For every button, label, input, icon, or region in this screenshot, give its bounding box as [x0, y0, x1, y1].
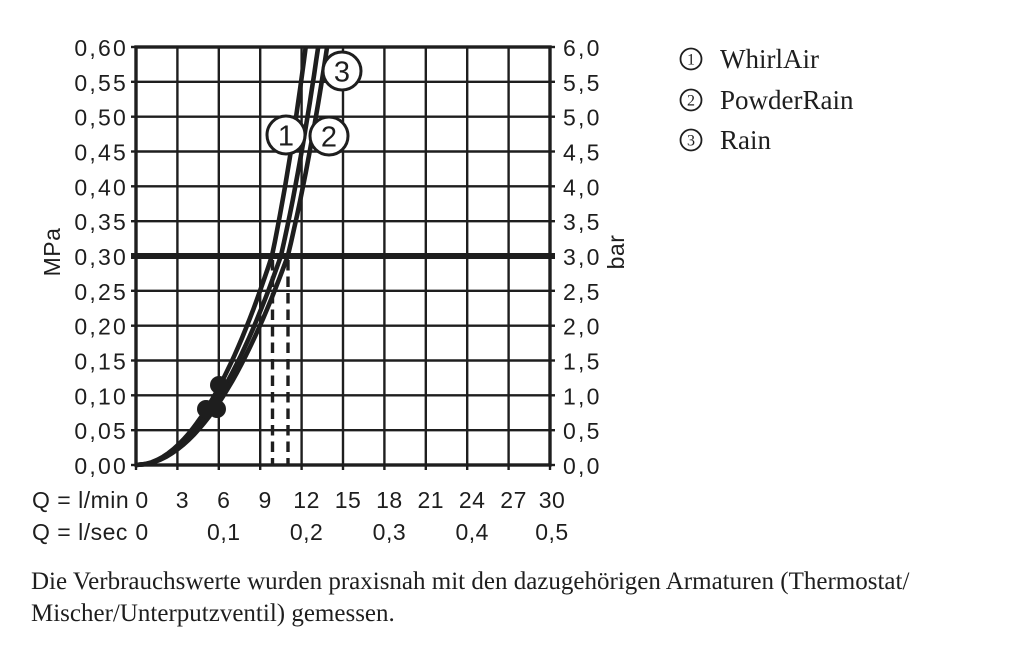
svg-text:0,05: 0,05	[74, 418, 128, 444]
svg-text:0,45: 0,45	[74, 140, 128, 166]
svg-text:0,2: 0,2	[290, 519, 323, 545]
svg-text:27: 27	[500, 487, 527, 513]
svg-text:30: 30	[539, 487, 566, 513]
svg-text:Q = l/min: Q = l/min	[32, 487, 129, 513]
svg-text:0,60: 0,60	[74, 35, 128, 61]
svg-text:0: 0	[135, 487, 148, 513]
svg-text:Die Verbrauchswerte wurden pra: Die Verbrauchswerte wurden praxisnah mit…	[31, 568, 909, 595]
svg-text:0,4: 0,4	[455, 519, 488, 545]
svg-text:0,20: 0,20	[74, 314, 128, 340]
svg-text:1,0: 1,0	[563, 383, 602, 409]
svg-text:1: 1	[278, 121, 294, 153]
svg-text:bar: bar	[603, 235, 629, 270]
svg-text:0,50: 0,50	[74, 105, 128, 131]
svg-text:0,5: 0,5	[535, 519, 568, 545]
svg-text:3: 3	[687, 133, 695, 150]
svg-text:2,5: 2,5	[563, 279, 602, 305]
svg-text:Q = l/sec: Q = l/sec	[32, 519, 128, 545]
svg-text:PowderRain: PowderRain	[720, 85, 854, 115]
svg-text:0,30: 0,30	[74, 244, 128, 270]
svg-text:4,0: 4,0	[563, 174, 602, 200]
svg-text:0,55: 0,55	[74, 70, 128, 96]
svg-text:3,0: 3,0	[563, 244, 602, 270]
svg-text:1,5: 1,5	[563, 349, 602, 375]
svg-text:12: 12	[293, 487, 320, 513]
svg-text:2,0: 2,0	[563, 314, 602, 340]
svg-text:18: 18	[376, 487, 403, 513]
svg-text:MPa: MPa	[39, 228, 65, 277]
svg-text:4,5: 4,5	[563, 140, 602, 166]
svg-text:0,10: 0,10	[74, 383, 128, 409]
svg-text:0,25: 0,25	[74, 279, 128, 305]
svg-text:WhirlAir: WhirlAir	[720, 44, 819, 74]
svg-text:0,35: 0,35	[74, 209, 128, 235]
svg-text:2: 2	[321, 122, 337, 154]
svg-text:21: 21	[418, 487, 445, 513]
svg-text:6,0: 6,0	[563, 35, 602, 61]
svg-text:0,40: 0,40	[74, 174, 128, 200]
svg-text:0,00: 0,00	[74, 453, 128, 479]
svg-text:0,15: 0,15	[74, 349, 128, 375]
svg-text:0,0: 0,0	[563, 453, 602, 479]
svg-text:9: 9	[259, 487, 272, 513]
svg-text:0: 0	[135, 519, 148, 545]
svg-text:2: 2	[687, 93, 695, 110]
svg-text:6: 6	[217, 487, 230, 513]
svg-text:5,5: 5,5	[563, 70, 602, 96]
svg-text:1: 1	[687, 52, 695, 69]
svg-text:0,1: 0,1	[207, 519, 240, 545]
svg-text:3: 3	[176, 487, 189, 513]
svg-text:5,0: 5,0	[563, 105, 602, 131]
svg-text:Rain: Rain	[720, 125, 771, 155]
svg-text:Mischer/Unterputzventil) gemes: Mischer/Unterputzventil) gemessen.	[31, 600, 395, 627]
svg-text:3,5: 3,5	[563, 209, 602, 235]
svg-text:15: 15	[335, 487, 362, 513]
svg-text:0,3: 0,3	[373, 519, 406, 545]
svg-text:3: 3	[334, 57, 350, 89]
svg-text:0,5: 0,5	[563, 418, 602, 444]
svg-text:24: 24	[459, 487, 486, 513]
